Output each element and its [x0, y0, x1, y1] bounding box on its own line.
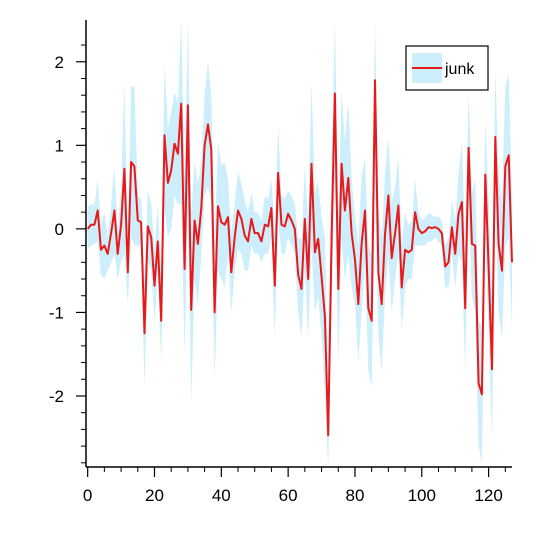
x-tick-label: 80: [346, 486, 365, 505]
x-tick-label: 100: [408, 486, 436, 505]
series-line-layer: [86, 79, 513, 437]
x-tick-label: 20: [145, 486, 164, 505]
legend-label: junk: [444, 61, 475, 78]
error-band-area: [87, 20, 512, 467]
y-tick-label: 2: [55, 53, 64, 72]
x-tick-label: 40: [212, 486, 231, 505]
y-tick-label: 1: [55, 136, 64, 155]
y-tick-label: -1: [49, 303, 64, 322]
y-tick-label: 0: [55, 220, 64, 239]
x-tick-label: 0: [83, 486, 92, 505]
series-line-junk: [86, 79, 513, 437]
legend: junk: [405, 45, 489, 91]
x-tick-label: 120: [474, 486, 502, 505]
x-tick-label: 60: [279, 486, 298, 505]
y-tick-label: -2: [49, 387, 64, 406]
error-band: [87, 20, 512, 467]
